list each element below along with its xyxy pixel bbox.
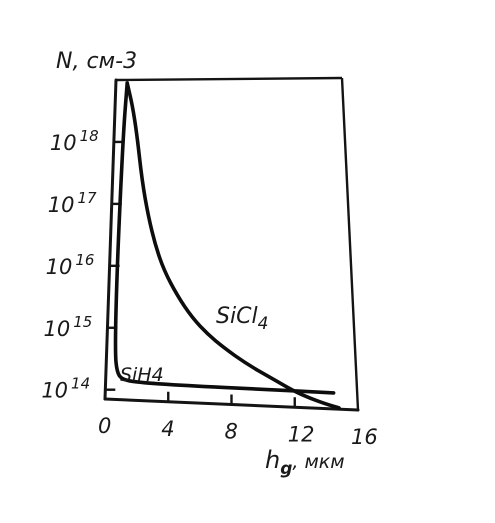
series-line-sih4 bbox=[113, 81, 336, 395]
x-ticks: 0 4 8 12 16 bbox=[98, 391, 378, 449]
x-axis-title: hg, мкм bbox=[265, 446, 345, 479]
x-tick-label: 12 bbox=[288, 422, 315, 446]
frame-top bbox=[115, 76, 343, 82]
y-axis-line bbox=[103, 78, 118, 401]
series-label-sicl4: SiCl4 bbox=[216, 304, 268, 334]
y-tick-label: 10 15 bbox=[43, 313, 92, 341]
frame-right bbox=[340, 77, 360, 411]
curves bbox=[113, 81, 341, 410]
y-tick-label: 10 18 bbox=[50, 127, 99, 155]
x-tick-label: 4 bbox=[161, 417, 174, 441]
y-axis-title: N, см-3 bbox=[56, 49, 137, 74]
series-label-sih4: SiH4 bbox=[120, 364, 164, 386]
x-tick-label: 0 bbox=[98, 414, 111, 438]
x-tick-label: 8 bbox=[225, 420, 238, 444]
series-line-sicl4 bbox=[125, 81, 341, 410]
y-tick-label: 10 16 bbox=[46, 251, 95, 279]
x-tick-label: 16 bbox=[351, 425, 378, 449]
y-tick-label: 10 17 bbox=[48, 189, 97, 217]
y-tick-label: 10 14 bbox=[41, 375, 90, 403]
